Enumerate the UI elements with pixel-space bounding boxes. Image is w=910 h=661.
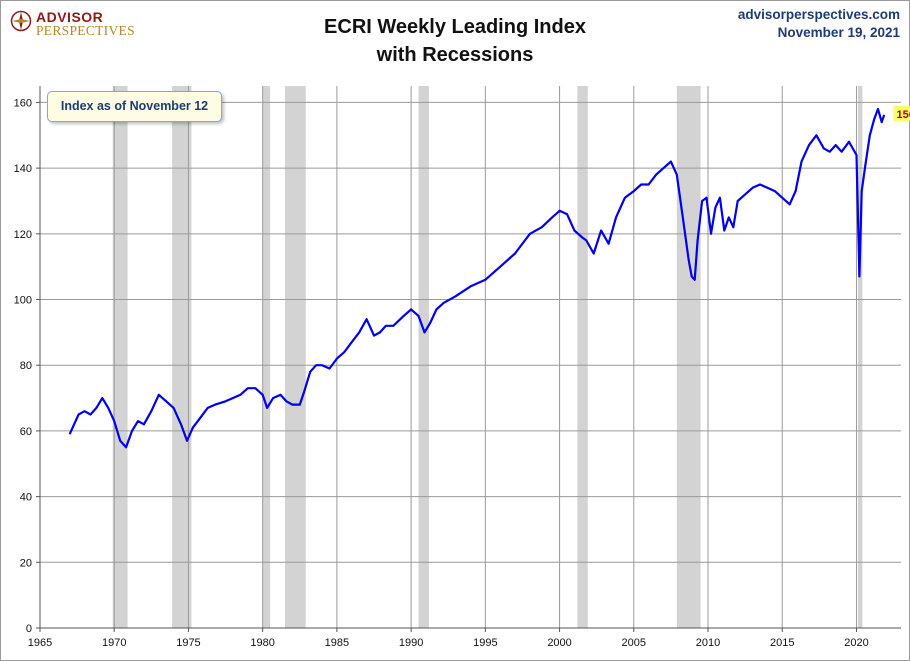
recession-band [172,86,192,628]
chart-subtitle: with Recessions [376,44,534,66]
last-value-badge [893,105,910,121]
y-tick-label: 0 [26,623,32,635]
index-as-of-annotation: Index as of November 12 [47,91,222,122]
recession-band [577,86,588,628]
recession-band [418,86,429,628]
series-layer [68,107,886,449]
y-tick-label: 100 [14,295,32,307]
y-tick-label: 140 [14,163,32,175]
recession-band [676,86,701,628]
x-tick-label: 2015 [770,637,794,649]
y-tick-label: 40 [20,492,32,504]
axes [36,86,901,632]
y-tick-label: 160 [14,97,32,109]
recession-band [262,86,271,628]
site-url: advisorperspectives.com [737,7,900,22]
plot-area [40,86,901,628]
series-line [68,107,886,449]
logo-text-bottom: PERSPECTIVES [36,23,135,38]
last-value-label: 156.2 [896,109,910,121]
x-tick-labels: 1965 1970 1975 1980 1985 1990 1995 2000 2005 2010… [28,637,869,649]
x-tick-label: 1980 [250,637,274,649]
x-tick-label: 2005 [622,637,646,649]
x-tick-label: 1990 [399,637,423,649]
x-tick-label: 1975 [176,637,200,649]
logo-text-top: ADVISOR [36,9,104,25]
last-value-callout-group: 156.2 [893,105,910,121]
y-tick-label: 80 [20,360,32,372]
x-tick-label: 2020 [844,637,868,649]
x-tick-label: 1970 [102,637,126,649]
x-tick-label: 2010 [696,637,720,649]
y-tick-labels: 0 20 40 60 80 100 120 140 160 [14,97,32,635]
x-tick-label: 1965 [28,637,52,649]
x-tick-label: 1995 [473,637,497,649]
y-tick-label: 20 [20,557,32,569]
y-tick-label: 120 [14,229,32,241]
publish-date: November 19, 2021 [777,25,900,40]
advisor-perspectives-logo: ADVISOR PERSPECTIVES [10,8,140,38]
y-tick-label: 60 [20,426,32,438]
compass-icon [10,10,32,32]
recession-band [112,86,128,628]
recession-bands [40,86,901,628]
x-tick-label: 2000 [547,637,571,649]
recession-band [857,86,863,628]
chart-title: ECRI Weekly Leading Index [324,16,586,38]
x-tick-label: 1985 [325,637,349,649]
recession-band [284,86,306,628]
